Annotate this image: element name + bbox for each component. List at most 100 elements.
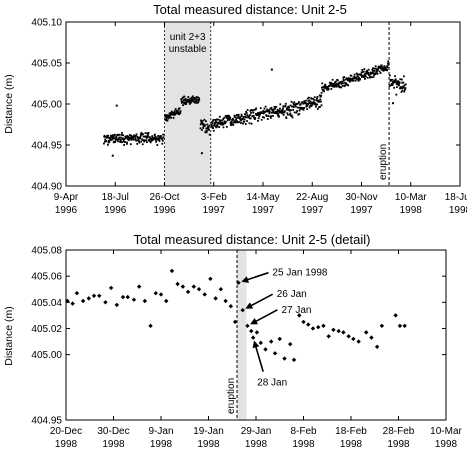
data-point: [152, 136, 154, 139]
data-point: [199, 123, 202, 126]
data-point: [226, 119, 229, 122]
data-point: [309, 102, 312, 105]
data-point: [164, 114, 166, 117]
data-point: [299, 108, 302, 110]
x-tick-label: 14-May: [246, 192, 279, 203]
data-point: [126, 135, 129, 137]
data-point: [356, 339, 361, 344]
data-point: [232, 124, 235, 126]
data-point: [184, 101, 187, 104]
data-point: [232, 319, 238, 325]
data-point: [362, 70, 365, 73]
data-point: [206, 126, 209, 128]
data-point: [248, 116, 251, 119]
data-point: [202, 292, 207, 297]
data-point: [222, 122, 225, 125]
data-point: [288, 109, 291, 112]
data-point: [218, 119, 221, 121]
data-point: [191, 98, 194, 101]
data-point: [177, 111, 180, 114]
data-point: [273, 112, 276, 114]
data-point: [235, 119, 237, 121]
data-point: [201, 129, 203, 131]
data-point: [249, 328, 254, 334]
data-point: [136, 139, 138, 142]
data-point: [291, 116, 294, 119]
data-point: [351, 78, 354, 81]
data-point: [389, 84, 392, 87]
y-tick: 404.95: [31, 416, 446, 427]
data-point: [374, 73, 377, 76]
data-point: [187, 101, 190, 103]
data-point: [321, 88, 324, 91]
x-tick-label: 19-Jan: [193, 426, 224, 437]
plot-frame: [65, 21, 461, 187]
x-tick-year: 1997: [301, 205, 324, 216]
data-point: [133, 134, 136, 137]
data-point: [228, 115, 230, 118]
data-point: [246, 109, 249, 111]
data-point: [207, 127, 210, 130]
data-point: [355, 72, 358, 75]
data-point: [351, 79, 354, 82]
data-point: [124, 141, 126, 144]
y-tick: 404.95: [31, 141, 460, 152]
data-point: [236, 280, 241, 285]
data-point: [398, 83, 400, 86]
data-point: [195, 99, 198, 102]
data-point: [246, 120, 248, 122]
data-point: [276, 110, 279, 113]
data-point: [275, 112, 278, 115]
data-point: [262, 110, 265, 112]
data-point: [127, 135, 130, 138]
y-tick: 405.05: [31, 59, 460, 70]
data-point: [258, 115, 261, 118]
y-axis: 404.90 404.95 405.00 405.05 405.10: [31, 18, 460, 193]
data-point: [128, 134, 131, 136]
data-point: [224, 122, 227, 124]
data-point: [392, 80, 395, 83]
data-point: [247, 115, 249, 117]
data-point: [386, 66, 389, 69]
annotation-label: 28 Jan: [257, 378, 287, 389]
data-point: [235, 117, 238, 120]
data-point: [233, 121, 236, 124]
data-point: [185, 103, 188, 105]
data-point: [296, 110, 298, 112]
x-tick: 22-Aug 1997: [296, 22, 328, 216]
data-point: [148, 139, 151, 141]
data-point: [201, 122, 204, 124]
data-point: [173, 112, 176, 115]
x-tick-label: 18-Jul: [102, 192, 129, 203]
data-point: [279, 107, 281, 110]
data-point: [147, 133, 150, 136]
data-point: [172, 111, 174, 114]
data-point: [234, 121, 237, 124]
data-point: [231, 122, 234, 125]
data-point: [217, 118, 219, 121]
data-point: [299, 103, 302, 106]
data-point: [103, 135, 106, 138]
data-point: [384, 67, 387, 70]
data-point: [120, 294, 126, 300]
data-point: [236, 120, 239, 123]
data-point: [373, 67, 376, 70]
y-tick-label: 405.00: [31, 100, 62, 111]
data-point: [216, 124, 218, 126]
data-point: [254, 113, 257, 115]
data-point: [277, 336, 282, 342]
data-point: [185, 289, 191, 295]
data-point: [336, 79, 339, 82]
data-point: [168, 115, 170, 117]
data-point: [380, 65, 383, 68]
data-point: [208, 276, 213, 281]
data-point: [112, 137, 114, 140]
data-point: [194, 100, 197, 103]
data-point: [157, 134, 160, 137]
data-point: [214, 125, 217, 128]
data-point: [274, 110, 277, 113]
data-point: [313, 102, 316, 105]
data-point: [316, 97, 318, 100]
x-tick-year: 1998: [340, 439, 363, 450]
data-point: [306, 105, 309, 107]
